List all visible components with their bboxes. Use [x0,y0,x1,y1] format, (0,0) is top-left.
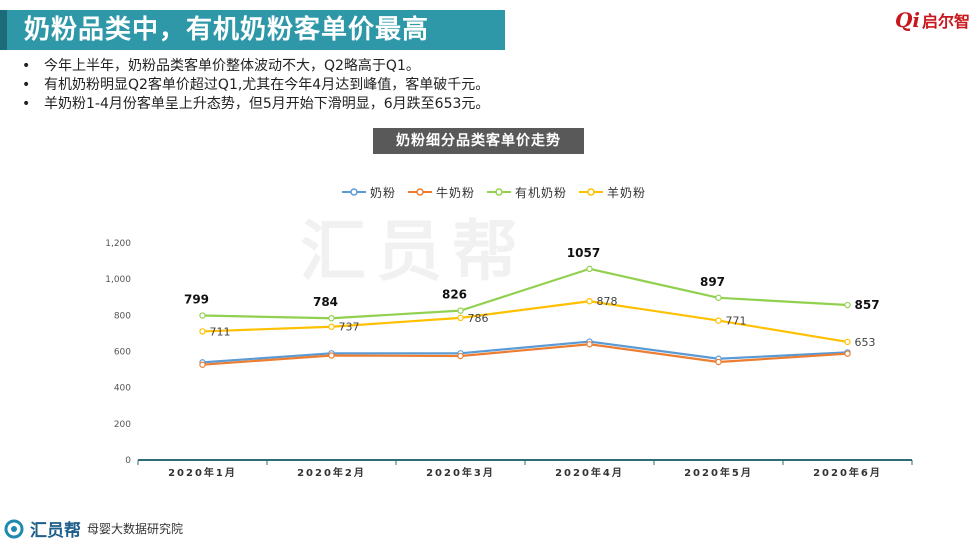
data-label: 799 [184,293,209,307]
x-tick-label: 2020年5月 [684,466,753,479]
bullet-item: • 羊奶粉1-4月份客单呈上升态势，但5月开始下滑明显，6月跌至653元。 [22,95,489,114]
data-point [457,352,464,360]
bullet-dot: • [22,96,31,112]
legend-swatch [487,188,512,196]
logo-mark: Qi [894,8,920,32]
data-label: 1057 [567,246,600,260]
data-point [586,341,593,348]
x-tick-label: 2020年1月 [168,466,237,479]
footer-brand: 汇员帮 [30,521,81,541]
data-point [199,328,206,335]
chart-legend: 奶粉 牛奶粉 有机奶粉 羊奶粉 [342,183,646,201]
data-label: 784 [313,295,338,309]
data-label: 711 [210,325,231,338]
data-label: 857 [855,298,880,312]
legend-swatch [408,188,433,196]
data-label: 826 [442,288,467,302]
x-tick-label: 2020年2月 [297,466,366,479]
data-label: 653 [855,336,876,349]
summary-bullets: • 今年上半年，奶粉品类客单价整体波动不大，Q2略高于Q1。 • 有机奶粉明显Q2客… [22,57,489,114]
data-point [328,352,335,359]
x-tick-label: 2020年6月 [813,466,882,479]
x-tick-label: 2020年4月 [555,466,624,479]
legend-label: 羊奶粉 [607,185,647,200]
series-line [202,267,848,320]
data-point [715,358,722,366]
data-point [457,314,464,322]
legend-label: 牛奶粉 [436,185,476,200]
data-label: 878 [597,295,618,308]
x-tick-label: 2020年3月 [426,466,495,479]
data-point [328,323,335,330]
page-title: 奶粉品类中，有机奶粉客单价最高 [24,15,430,45]
brand-logo: Qi 启尔智 [895,8,970,32]
data-point [199,361,206,368]
y-tick-label: 0 [125,456,131,466]
bullet-dot: • [22,58,31,74]
y-tick-label: 200 [114,420,131,430]
logo-name: 启尔智 [921,12,970,31]
data-point [844,301,851,309]
title-accent [0,10,7,50]
data-point [844,338,851,346]
legend-swatch [579,188,604,196]
data-point [586,265,593,273]
bullet-text: 羊奶粉1-4月份客单呈上升态势，但5月开始下滑明显，6月跌至653元。 [44,96,490,112]
legend-item-you-ji-nai-fen: 有机奶粉 [487,183,567,201]
data-point [457,307,464,314]
y-tick-label: 800 [114,311,131,321]
bullet-item: • 今年上半年，奶粉品类客单价整体波动不大，Q2略高于Q1。 [22,57,489,76]
bullet-text: 今年上半年，奶粉品类客单价整体波动不大，Q2略高于Q1。 [44,58,420,74]
data-point [328,315,335,322]
data-point [715,317,722,324]
series-line [202,340,848,364]
footer: 汇员帮 母婴大数据研究院 [4,516,183,541]
chart-title: 奶粉细分品类客单价走势 [373,128,584,154]
data-label: 737 [339,321,360,334]
bullet-item: • 有机奶粉明显Q2客单价超过Q1,尤其在今年4月达到峰值，客单破千元。 [22,76,489,95]
legend-item-nai-fen: 奶粉 [342,183,396,201]
data-point [199,312,206,319]
brand-icon [4,519,24,538]
watermark-text: 汇员帮 [300,213,528,290]
bullet-text: 有机奶粉明显Q2客单价超过Q1,尤其在今年4月达到峰值，客单破千元。 [44,77,490,93]
bullet-dot: • [22,77,31,93]
legend-swatch [342,188,366,196]
series-line [202,300,848,344]
data-point [715,294,722,301]
data-label: 897 [700,275,725,289]
footer-org: 母婴大数据研究院 [87,522,184,536]
y-tick-label: 1,200 [105,239,131,249]
y-tick-label: 400 [114,384,131,394]
data-label: 786 [468,312,489,325]
series-line [202,343,848,366]
data-point [586,298,593,305]
data-point [844,350,851,357]
legend-label: 奶粉 [370,185,397,200]
legend-item-yang-nai-fen: 羊奶粉 [579,183,646,201]
y-tick-label: 600 [114,348,131,358]
legend-label: 有机奶粉 [515,185,568,200]
data-label: 771 [726,315,747,328]
y-tick-label: 1,000 [105,275,131,285]
legend-item-niu-nai-fen: 牛奶粉 [408,183,475,201]
page-title-bar: 奶粉品类中，有机奶粉客单价最高 [0,10,505,50]
